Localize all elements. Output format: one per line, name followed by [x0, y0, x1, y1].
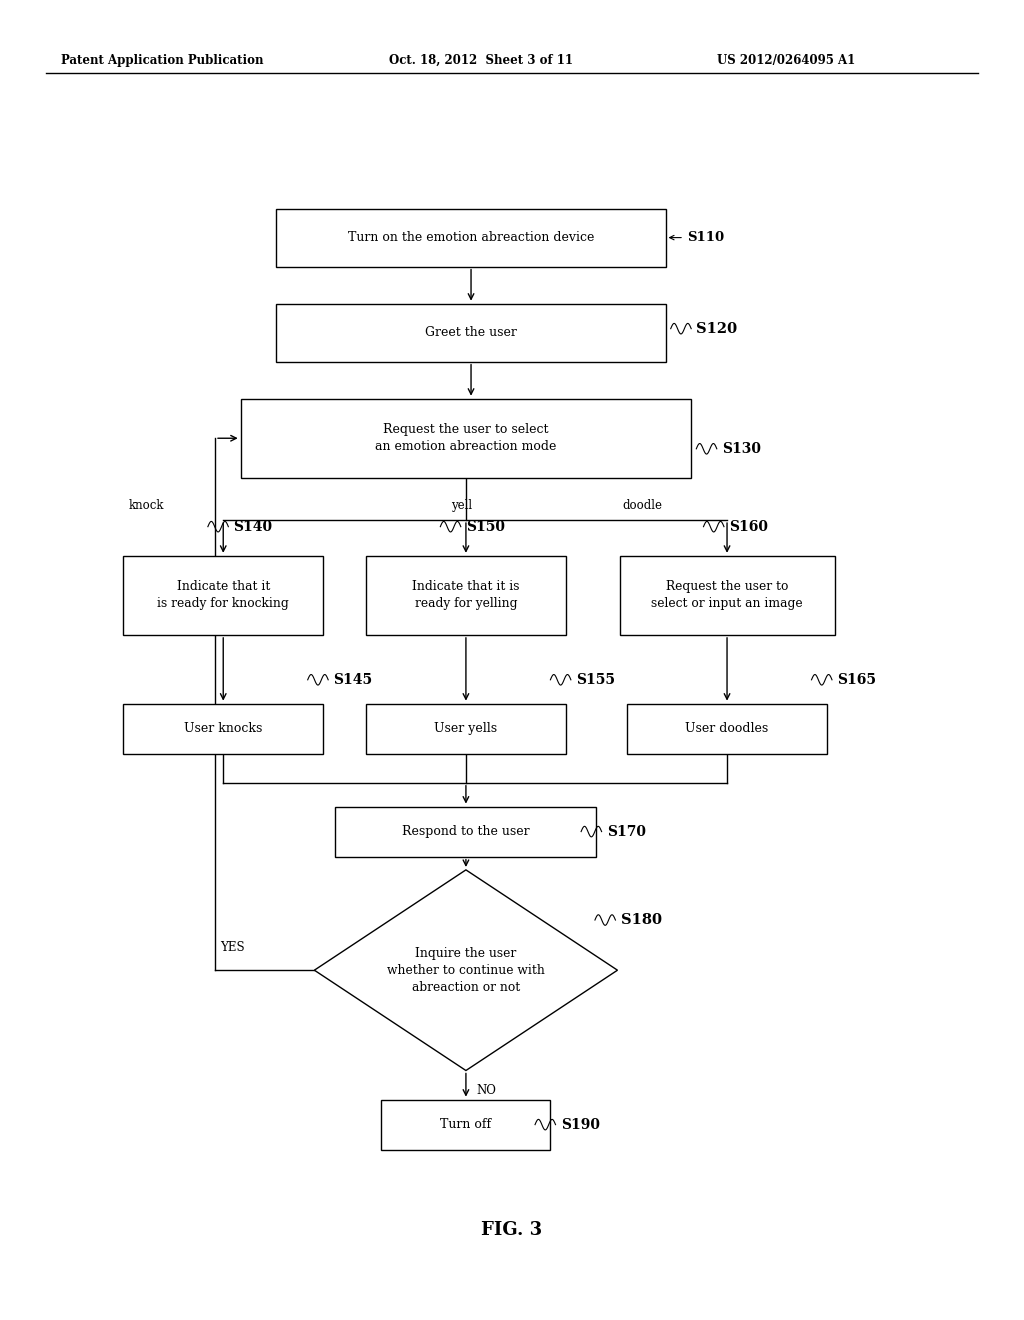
Text: Request the user to select
an emotion abreaction mode: Request the user to select an emotion ab…: [375, 424, 557, 453]
Text: S170: S170: [606, 825, 646, 838]
Text: S130: S130: [722, 442, 761, 455]
Text: S190: S190: [561, 1118, 600, 1131]
Text: Indicate that it is
ready for yelling: Indicate that it is ready for yelling: [413, 581, 519, 610]
Text: S145: S145: [334, 673, 373, 686]
Bar: [620, 556, 835, 635]
Text: S165: S165: [838, 673, 877, 686]
Text: User doodles: User doodles: [685, 722, 769, 735]
Text: S110: S110: [687, 231, 724, 244]
Bar: [241, 399, 691, 478]
Text: Respond to the user: Respond to the user: [402, 825, 529, 838]
Bar: [381, 1100, 551, 1150]
Text: US 2012/0264095 A1: US 2012/0264095 A1: [717, 54, 855, 67]
Bar: [336, 807, 596, 857]
Bar: [123, 704, 324, 754]
Text: yell: yell: [451, 499, 472, 512]
Bar: [367, 556, 565, 635]
Text: S150: S150: [466, 520, 505, 533]
Bar: [367, 704, 565, 754]
Bar: [276, 304, 666, 362]
Bar: [627, 704, 826, 754]
Text: Indicate that it
is ready for knocking: Indicate that it is ready for knocking: [158, 581, 289, 610]
Text: doodle: doodle: [623, 499, 663, 512]
Text: S180: S180: [621, 913, 662, 927]
Text: S120: S120: [696, 322, 737, 335]
Text: Turn on the emotion abreaction device: Turn on the emotion abreaction device: [348, 231, 594, 244]
Text: Inquire the user
whether to continue with
abreaction or not: Inquire the user whether to continue wit…: [387, 946, 545, 994]
Bar: [123, 556, 324, 635]
Polygon shape: [314, 870, 617, 1071]
Text: User yells: User yells: [434, 722, 498, 735]
Text: User knocks: User knocks: [184, 722, 262, 735]
Text: Oct. 18, 2012  Sheet 3 of 11: Oct. 18, 2012 Sheet 3 of 11: [389, 54, 573, 67]
Text: Turn off: Turn off: [440, 1118, 492, 1131]
Text: Greet the user: Greet the user: [425, 326, 517, 339]
Text: FIG. 3: FIG. 3: [481, 1221, 543, 1239]
Text: YES: YES: [220, 941, 245, 954]
Text: Patent Application Publication: Patent Application Publication: [61, 54, 264, 67]
Text: NO: NO: [476, 1084, 496, 1097]
Text: S155: S155: [575, 673, 615, 686]
Bar: [276, 209, 666, 267]
Text: knock: knock: [129, 499, 164, 512]
Text: Request the user to
select or input an image: Request the user to select or input an i…: [651, 581, 803, 610]
Text: S160: S160: [729, 520, 768, 533]
Text: S140: S140: [233, 520, 272, 533]
